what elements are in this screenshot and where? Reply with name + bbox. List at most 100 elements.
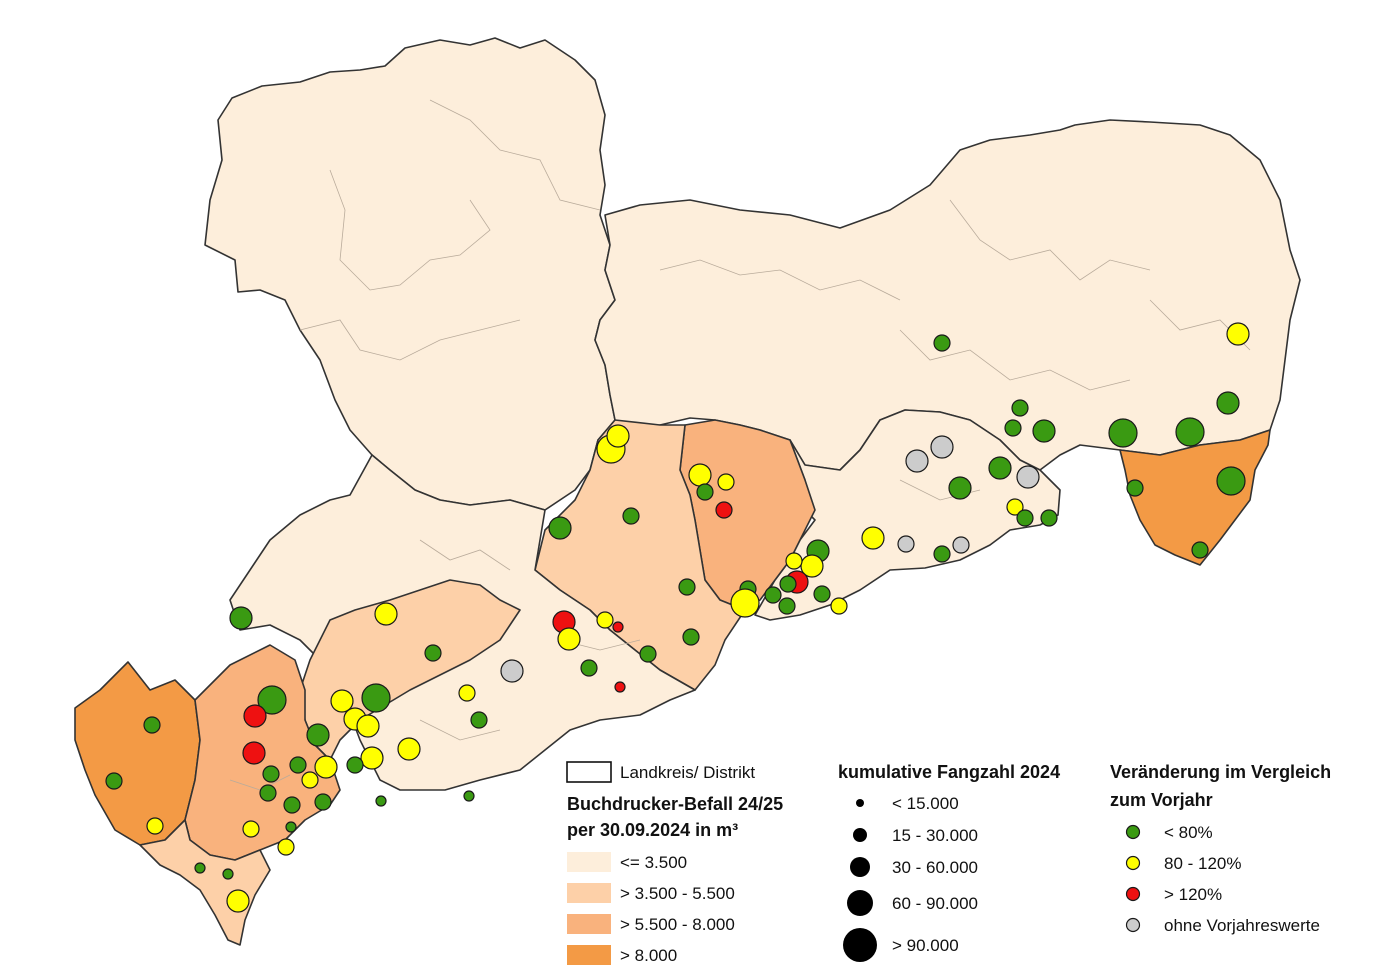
trap-point <box>194 862 206 874</box>
legend-catch-symbol-1 <box>853 828 867 842</box>
trap-point <box>622 507 640 525</box>
trap-point <box>424 644 442 662</box>
trap-point <box>933 334 951 352</box>
trap-point <box>861 526 885 550</box>
trap-point <box>612 621 624 633</box>
trap-point <box>360 746 384 770</box>
legend-district-label: Landkreis/ Distrikt <box>620 763 755 782</box>
legend-catch-label-4: > 90.000 <box>892 936 959 955</box>
legend-catch-symbol-0 <box>856 799 864 807</box>
trap-point <box>314 755 338 779</box>
trap-point <box>1016 509 1034 527</box>
legend: Landkreis/ Distrikt Buchdrucker-Befall 2… <box>566 761 1331 965</box>
trap-point <box>242 820 260 838</box>
trap-point <box>222 868 234 880</box>
district-nordwest <box>204 37 616 511</box>
trap-point <box>830 597 848 615</box>
trap-point <box>470 711 488 729</box>
legend-change-symbol-3 <box>1125 917 1141 933</box>
trap-point <box>1040 509 1058 527</box>
trap-point <box>1032 419 1056 443</box>
legend-catch-symbol-3 <box>847 890 873 916</box>
legend-catch-symbol-2 <box>850 857 870 877</box>
trap-point <box>500 659 524 683</box>
trap-point <box>778 597 796 615</box>
trap-point <box>952 536 970 554</box>
trap-point <box>580 659 598 677</box>
trap-point <box>696 483 714 501</box>
trap-point <box>301 771 319 789</box>
legend-catch-label-0: < 15.000 <box>892 794 959 813</box>
trap-point <box>458 684 476 702</box>
trap-point <box>277 838 295 856</box>
trap-point <box>226 889 250 913</box>
trap-point <box>905 449 929 473</box>
trap-point <box>730 588 760 618</box>
legend-change-label-0: < 80% <box>1164 823 1213 842</box>
trap-point <box>764 586 782 604</box>
legend-catch-label-2: 30 - 60.000 <box>892 858 978 877</box>
district-suedspitze <box>139 819 271 946</box>
legend-infestation-swatch-0 <box>567 852 611 872</box>
trap-point <box>1226 322 1250 346</box>
trap-point <box>1004 419 1022 437</box>
legend-change-symbol-1 <box>1125 855 1141 871</box>
trap-point <box>1175 417 1205 447</box>
trap-point <box>105 772 123 790</box>
trap-point <box>283 796 301 814</box>
legend-catch-title: kumulative Fangzahl 2024 <box>838 762 1060 782</box>
trap-point <box>314 793 332 811</box>
trap-point <box>717 473 735 491</box>
trap-point <box>948 476 972 500</box>
trap-point <box>259 784 277 802</box>
district-goerlitz-sued <box>1119 429 1271 566</box>
trap-point <box>257 685 287 715</box>
trap-point <box>1016 465 1040 489</box>
trap-point <box>688 463 712 487</box>
trap-point <box>306 723 330 747</box>
trap-point <box>548 516 572 540</box>
legend-change-title-2: zum Vorjahr <box>1110 790 1213 810</box>
legend-catch-symbol-4 <box>843 928 877 962</box>
trap-point <box>463 790 475 802</box>
legend-infestation-title-2: per 30.09.2024 in m³ <box>567 820 738 840</box>
trap-point <box>1126 479 1144 497</box>
trap-point <box>988 456 1012 480</box>
district-vogtland-west <box>74 661 201 846</box>
trap-point <box>606 424 630 448</box>
legend-infestation-label-0: <= 3.500 <box>620 853 687 872</box>
trap-point <box>785 552 803 570</box>
trap-point <box>143 716 161 734</box>
trap-point <box>361 683 391 713</box>
trap-point <box>897 535 915 553</box>
trap-point <box>229 606 253 630</box>
trap-point <box>678 578 696 596</box>
trap-point <box>1006 498 1024 516</box>
trap-point <box>639 645 657 663</box>
legend-catch-label-1: 15 - 30.000 <box>892 826 978 845</box>
legend-infestation-label-2: > 5.500 - 8.000 <box>620 915 735 934</box>
legend-change-symbol-2 <box>1125 886 1141 902</box>
trap-point <box>375 795 387 807</box>
legend-change-title-1: Veränderung im Vergleich <box>1110 762 1331 782</box>
trap-point <box>557 627 581 651</box>
trap-point <box>933 545 951 563</box>
trap-point <box>1108 418 1138 448</box>
legend-infestation-swatch-3 <box>567 945 611 965</box>
trap-point <box>813 585 831 603</box>
legend-infestation-label-3: > 8.000 <box>620 946 677 965</box>
trap-point <box>1191 541 1209 559</box>
trap-point <box>346 756 364 774</box>
trap-point <box>614 681 626 693</box>
legend-infestation-swatch-2 <box>567 914 611 934</box>
trap-point <box>285 821 297 833</box>
trap-point <box>930 435 954 459</box>
legend-infestation-title-1: Buchdrucker-Befall 24/25 <box>567 794 783 814</box>
trap-point <box>779 575 797 593</box>
trap-point <box>596 611 614 629</box>
legend-change-label-3: ohne Vorjahreswerte <box>1164 916 1320 935</box>
district-layer <box>74 37 1301 946</box>
trap-point <box>1011 399 1029 417</box>
trap-point <box>243 704 267 728</box>
